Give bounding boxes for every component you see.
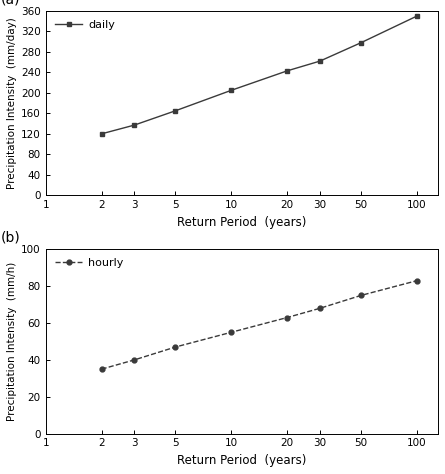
- Legend: daily: daily: [51, 17, 118, 33]
- X-axis label: Return Period  (years): Return Period (years): [177, 454, 307, 467]
- hourly: [132, 357, 137, 363]
- Y-axis label: Precipitation Intensity  (mm/h): Precipitation Intensity (mm/h): [7, 262, 17, 421]
- hourly: [414, 278, 420, 283]
- daily: [358, 40, 364, 46]
- X-axis label: Return Period  (years): Return Period (years): [177, 216, 307, 228]
- Line: hourly: hourly: [99, 278, 419, 372]
- daily: [284, 68, 290, 73]
- hourly: [317, 305, 323, 311]
- Text: (a): (a): [1, 0, 21, 6]
- Line: daily: daily: [99, 14, 419, 136]
- daily: [99, 131, 104, 137]
- hourly: [358, 292, 364, 298]
- Text: (b): (b): [1, 230, 21, 245]
- hourly: [173, 344, 178, 350]
- Legend: hourly: hourly: [51, 255, 127, 272]
- hourly: [99, 366, 104, 372]
- daily: [132, 122, 137, 128]
- daily: [229, 88, 234, 93]
- hourly: [229, 329, 234, 335]
- daily: [414, 13, 420, 19]
- Y-axis label: Precipitation Intensity  (mm/day): Precipitation Intensity (mm/day): [7, 17, 17, 189]
- daily: [173, 108, 178, 114]
- hourly: [284, 315, 290, 320]
- daily: [317, 58, 323, 64]
